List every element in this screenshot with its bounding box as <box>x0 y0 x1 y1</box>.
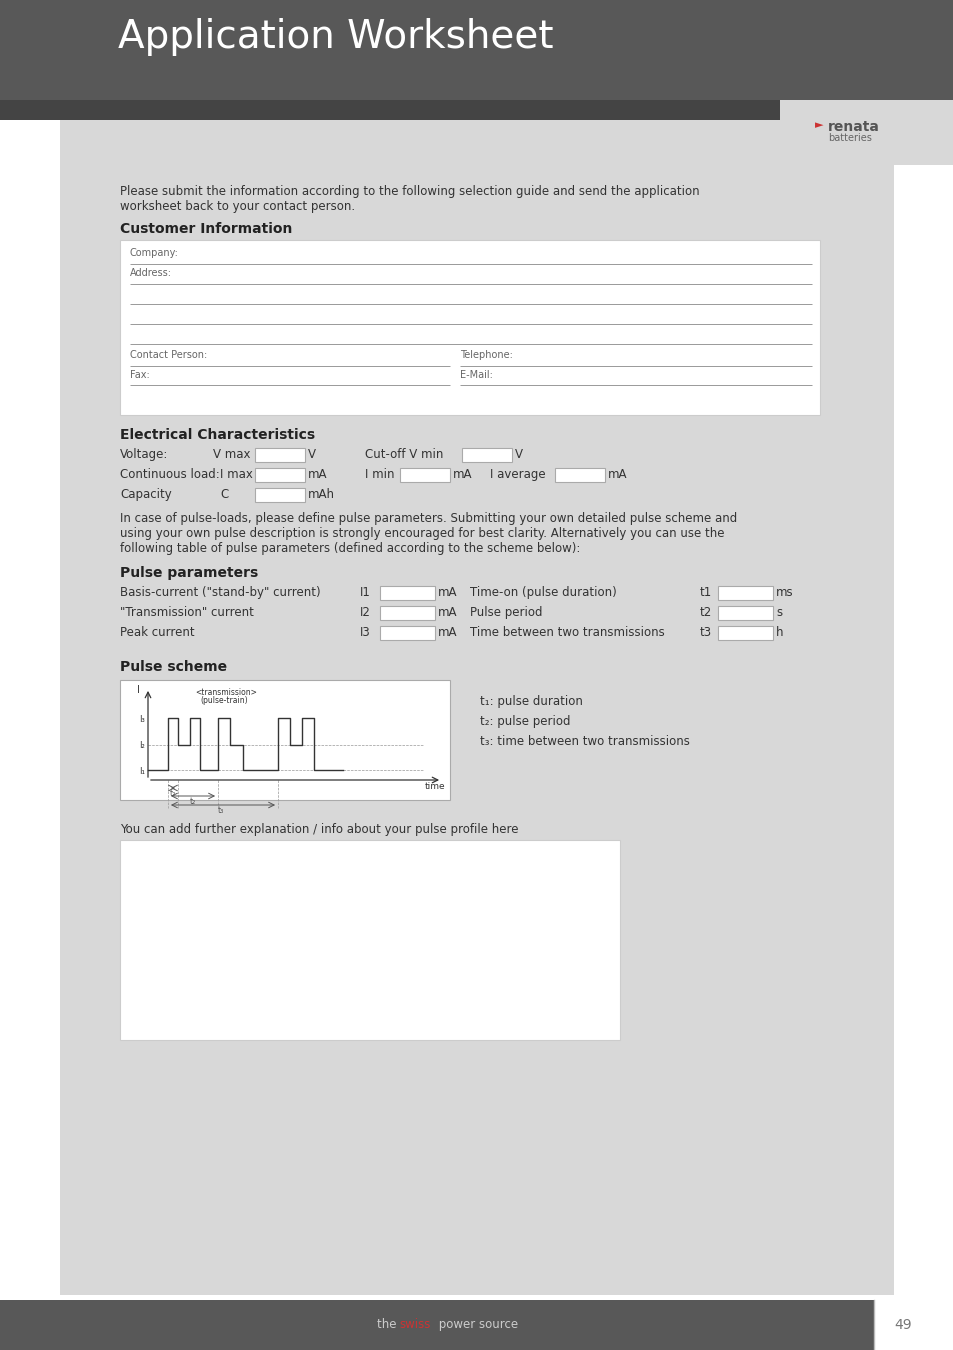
Bar <box>120 240 820 414</box>
Text: t3: t3 <box>700 626 711 639</box>
Text: mAh: mAh <box>308 487 335 501</box>
Text: time: time <box>424 782 444 791</box>
Text: You can add further explanation / info about your pulse profile here: You can add further explanation / info a… <box>120 824 518 836</box>
Bar <box>461 448 512 462</box>
Text: Please submit the information according to the following selection guide and sen: Please submit the information according … <box>120 185 699 198</box>
Text: ►: ► <box>814 120 822 130</box>
Text: I average: I average <box>490 468 545 481</box>
Text: <transmission>: <transmission> <box>194 688 256 697</box>
Text: Pulse parameters: Pulse parameters <box>120 566 258 580</box>
Text: t₁: pulse duration: t₁: pulse duration <box>479 695 582 707</box>
Bar <box>60 120 893 1295</box>
Bar <box>555 468 604 482</box>
Text: "Transmission" current: "Transmission" current <box>120 606 253 620</box>
Text: mA: mA <box>437 626 457 639</box>
Text: worksheet back to your contact person.: worksheet back to your contact person. <box>120 200 355 213</box>
Text: batteries: batteries <box>827 134 871 143</box>
Text: h: h <box>775 626 782 639</box>
Bar <box>254 448 305 462</box>
Text: t2: t2 <box>700 606 712 620</box>
Text: power source: power source <box>435 1318 517 1331</box>
Text: Address:: Address: <box>130 269 172 278</box>
Text: mA: mA <box>437 606 457 620</box>
Text: Electrical Characteristics: Electrical Characteristics <box>120 428 314 441</box>
Text: Customer Information: Customer Information <box>120 221 292 236</box>
Text: t₃: t₃ <box>218 806 224 815</box>
Bar <box>0 0 953 100</box>
Bar <box>399 468 450 482</box>
Text: Cut-off V min: Cut-off V min <box>365 448 443 460</box>
Text: Pulse scheme: Pulse scheme <box>120 660 227 674</box>
Text: Contact Person:: Contact Person: <box>130 350 207 360</box>
Text: (pulse-train): (pulse-train) <box>200 697 248 705</box>
Text: Time-on (pulse duration): Time-on (pulse duration) <box>470 586 616 599</box>
Bar <box>120 680 450 801</box>
Bar <box>254 468 305 482</box>
Text: I₂: I₂ <box>139 741 145 751</box>
Bar <box>0 100 953 120</box>
Text: Company:: Company: <box>130 248 178 258</box>
Text: t₂: t₂ <box>190 796 196 806</box>
Text: mA: mA <box>308 468 327 481</box>
Bar <box>379 606 435 620</box>
Text: renata: renata <box>827 120 879 134</box>
Text: I1: I1 <box>359 586 371 599</box>
Text: Basis-current ("stand-by" current): Basis-current ("stand-by" current) <box>120 586 320 599</box>
Bar <box>254 487 305 502</box>
Text: I₁: I₁ <box>139 767 145 775</box>
Text: Telephone:: Telephone: <box>459 350 513 360</box>
Text: Fax:: Fax: <box>130 370 150 379</box>
Text: using your own pulse description is strongly encouraged for best clarity. Altern: using your own pulse description is stro… <box>120 526 723 540</box>
Text: I: I <box>137 684 140 695</box>
Text: Continuous load:: Continuous load: <box>120 468 219 481</box>
Text: t₂: t₂ <box>170 788 176 798</box>
Text: E-Mail:: E-Mail: <box>459 370 493 379</box>
Text: Time between two transmissions: Time between two transmissions <box>470 626 664 639</box>
Text: t₂: pulse period: t₂: pulse period <box>479 716 570 728</box>
Text: V: V <box>515 448 522 460</box>
Bar <box>718 586 772 599</box>
Text: mA: mA <box>437 586 457 599</box>
Text: V max: V max <box>213 448 251 460</box>
Text: I min: I min <box>365 468 395 481</box>
Text: s: s <box>775 606 781 620</box>
Text: I max: I max <box>220 468 253 481</box>
Bar <box>120 840 619 1040</box>
Bar <box>379 626 435 640</box>
Text: V: V <box>308 448 315 460</box>
Text: Pulse period: Pulse period <box>470 606 542 620</box>
Text: I2: I2 <box>359 606 371 620</box>
Text: ms: ms <box>775 586 793 599</box>
Text: the: the <box>376 1318 400 1331</box>
Text: swiss: swiss <box>398 1318 430 1331</box>
Text: 49: 49 <box>893 1318 911 1332</box>
Text: Voltage:: Voltage: <box>120 448 168 460</box>
Bar <box>0 1300 873 1350</box>
Text: I₃: I₃ <box>139 714 145 724</box>
Text: C: C <box>220 487 228 501</box>
Bar <box>718 606 772 620</box>
Text: mA: mA <box>453 468 472 481</box>
Text: I3: I3 <box>359 626 371 639</box>
Text: Capacity: Capacity <box>120 487 172 501</box>
Text: t₃: time between two transmissions: t₃: time between two transmissions <box>479 734 689 748</box>
Text: following table of pulse parameters (defined according to the scheme below):: following table of pulse parameters (def… <box>120 541 579 555</box>
Bar <box>780 100 953 165</box>
Bar <box>718 626 772 640</box>
Text: t1: t1 <box>700 586 712 599</box>
Bar <box>379 586 435 599</box>
Text: In case of pulse-loads, please define pulse parameters. Submitting your own deta: In case of pulse-loads, please define pu… <box>120 512 737 525</box>
Text: Application Worksheet: Application Worksheet <box>118 18 553 55</box>
Text: Peak current: Peak current <box>120 626 194 639</box>
Text: mA: mA <box>607 468 627 481</box>
